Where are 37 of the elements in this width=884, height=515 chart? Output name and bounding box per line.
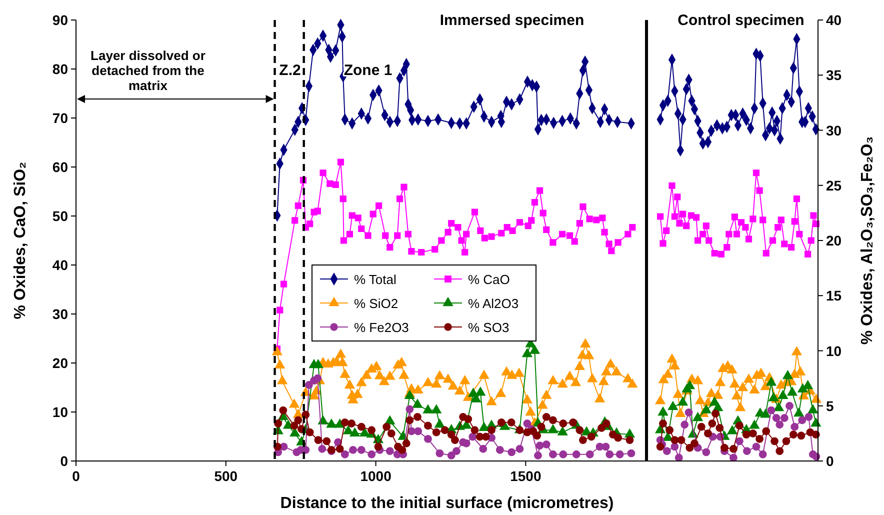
legend-label: % Total xyxy=(354,272,397,287)
y-tick-label: 80 xyxy=(52,61,68,77)
y-tick-label: 40 xyxy=(52,257,68,273)
x-tick-label: 500 xyxy=(214,468,238,484)
y2-tick-label: 40 xyxy=(826,12,842,28)
legend-label: % Al2O3 xyxy=(468,296,519,311)
y-tick-label: 50 xyxy=(52,208,68,224)
y2-tick-label: 5 xyxy=(826,398,834,414)
annotation: Layer dissolved or detached from the matrix xyxy=(90,48,206,93)
y-axis-title: % Oxides, CaO, SiO₂ xyxy=(12,162,29,320)
y2-tick-label: 15 xyxy=(826,288,842,304)
y-tick-label: 30 xyxy=(52,306,68,322)
y2-tick-label: 0 xyxy=(826,453,834,469)
y-tick-label: 0 xyxy=(60,453,68,469)
x-tick-label: 1500 xyxy=(510,468,542,484)
annotation: Zone 1 xyxy=(344,62,392,79)
y2-tick-label: 30 xyxy=(826,122,842,138)
y2-tick-label: 25 xyxy=(826,177,842,194)
legend-label: % Fe2O3 xyxy=(354,320,409,335)
x-tick-label: 0 xyxy=(72,468,80,484)
y-tick-label: 70 xyxy=(52,110,68,126)
y-tick-label: 20 xyxy=(52,355,68,371)
legend-label: % SiO2 xyxy=(354,296,398,311)
x-tick-label: 1000 xyxy=(360,468,392,484)
y2-tick-label: 35 xyxy=(826,67,842,84)
annotation: Z.2 xyxy=(279,62,301,79)
y2-tick-label: 10 xyxy=(826,342,842,359)
annotation: Control specimen xyxy=(678,12,804,29)
annotation: Immersed specimen xyxy=(440,12,584,29)
y2-axis-title: % Oxides, Al₂O₃,SO₃,Fe₂O₃ xyxy=(859,136,876,345)
legend-label: % CaO xyxy=(468,272,510,287)
y-tick-label: 60 xyxy=(52,159,68,175)
y-tick-label: 10 xyxy=(52,404,68,420)
legend-label: % SO3 xyxy=(468,320,510,335)
x-axis-title: Distance to the initial surface (micrometres) xyxy=(280,495,614,512)
y2-tick-label: 20 xyxy=(826,232,842,248)
y-tick-label: 90 xyxy=(52,12,68,28)
